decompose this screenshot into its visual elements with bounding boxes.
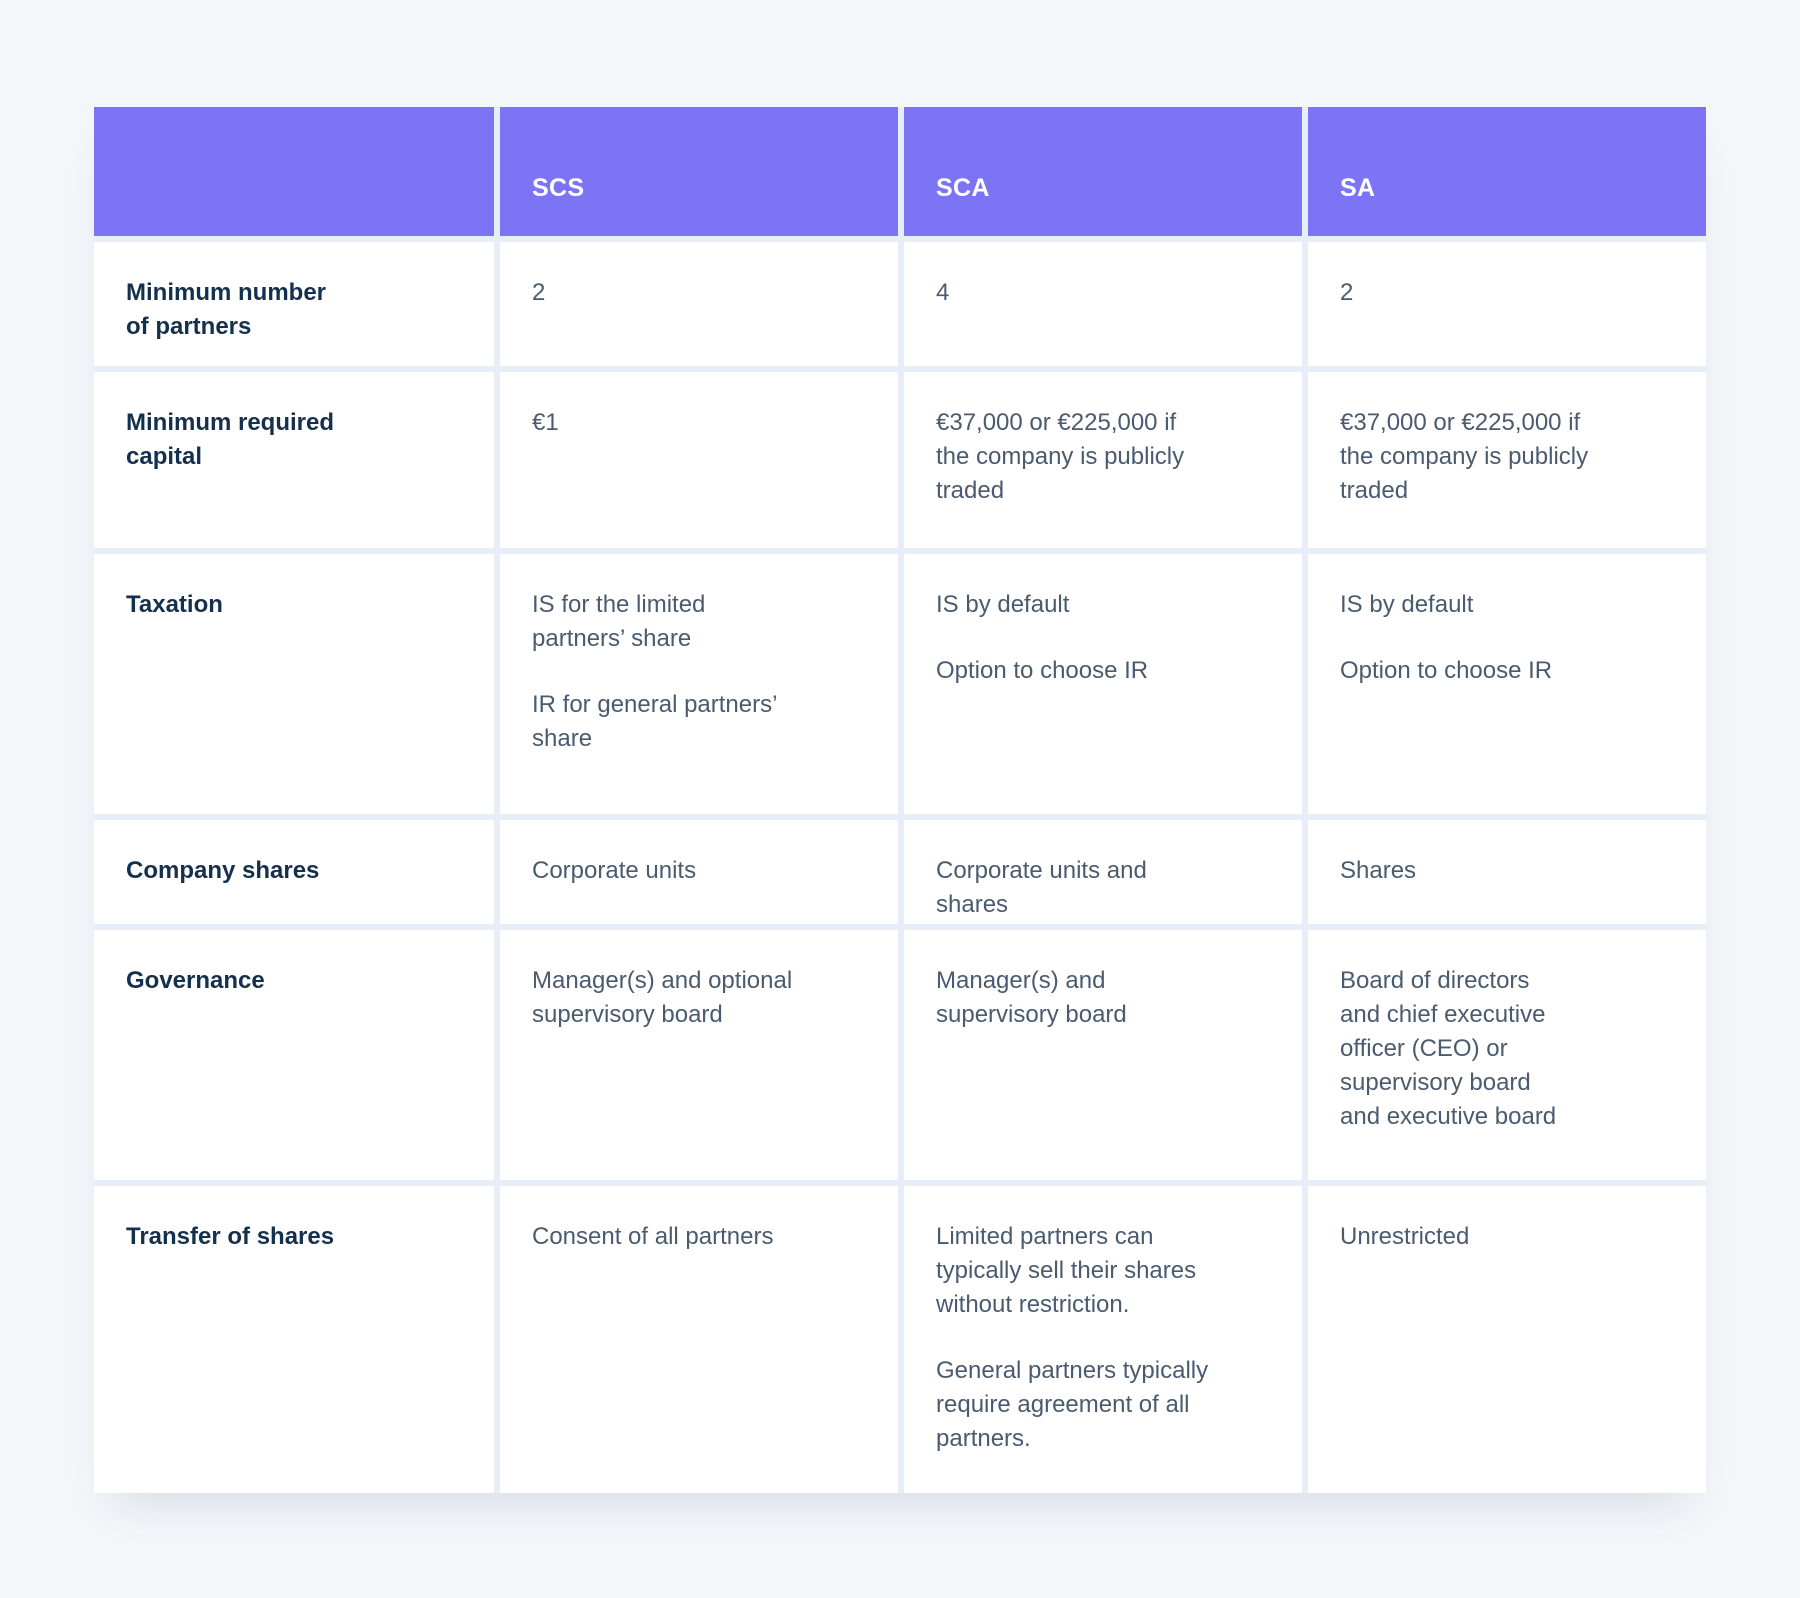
comparison-table: SCS SCA SA Minimum number of partners 2 4… [94, 107, 1706, 1493]
cell-paragraph: €37,000 or €225,000 if the company is pub… [936, 409, 1185, 504]
cell-taxation-scs: IS for the limited partners’ share IR for … [500, 554, 898, 814]
cell-transfer-of-shares-sa: Unrestricted [1308, 1186, 1706, 1493]
cell-company-shares-sca: Corporate units and shares [904, 820, 1302, 924]
column-header-scs: SCS [500, 107, 898, 236]
cell-governance-sca: Manager(s) and supervisory board [904, 930, 1302, 1180]
cell-paragraph: IR for general partners’ share [532, 691, 778, 752]
cell-paragraph: €1 [532, 409, 559, 436]
row-label-transfer-of-shares: Transfer of shares [94, 1186, 494, 1493]
cell-governance-sa: Board of directors and chief executive off… [1308, 930, 1706, 1180]
column-header-sca: SCA [904, 107, 1302, 236]
cell-paragraph: IS for the limited partners’ share [532, 591, 706, 652]
cell-paragraph: €37,000 or €225,000 if the company is pub… [1340, 409, 1589, 504]
cell-paragraph: Option to choose IR [1340, 657, 1553, 684]
cell-paragraph: Manager(s) and optional supervisory board [532, 967, 793, 1028]
cell-paragraph: 4 [936, 279, 950, 306]
cell-paragraph: Corporate units and shares [936, 857, 1147, 918]
cell-transfer-of-shares-sca: Limited partners can typically sell their… [904, 1186, 1302, 1493]
row-label-governance: Governance [94, 930, 494, 1180]
cell-minimum-partners-scs: 2 [500, 242, 898, 366]
row-label-minimum-partners: Minimum number of partners [94, 242, 494, 366]
cell-governance-scs: Manager(s) and optional supervisory board [500, 930, 898, 1180]
cell-paragraph: 2 [532, 279, 546, 306]
row-label-minimum-capital: Minimum required capital [94, 372, 494, 548]
cell-minimum-capital-scs: €1 [500, 372, 898, 548]
cell-minimum-capital-sa: €37,000 or €225,000 if the company is pub… [1308, 372, 1706, 548]
cell-company-shares-sa: Shares [1308, 820, 1706, 924]
cell-paragraph: General partners typically require agreem… [936, 1357, 1209, 1452]
cell-taxation-sa: IS by default Option to choose IR [1308, 554, 1706, 814]
row-label-taxation: Taxation [94, 554, 494, 814]
cell-paragraph: Board of directors and chief executive off… [1340, 967, 1557, 1130]
cell-paragraph: 2 [1340, 279, 1354, 306]
cell-paragraph: Manager(s) and supervisory board [936, 967, 1127, 1028]
cell-paragraph: IS by default [1340, 591, 1474, 618]
column-header-sa: SA [1308, 107, 1706, 236]
cell-transfer-of-shares-scs: Consent of all partners [500, 1186, 898, 1493]
header-corner-cell [94, 107, 494, 236]
cell-paragraph: Consent of all partners [532, 1223, 774, 1250]
cell-taxation-sca: IS by default Option to choose IR [904, 554, 1302, 814]
cell-paragraph: Option to choose IR [936, 657, 1149, 684]
cell-paragraph: Corporate units [532, 857, 697, 884]
cell-company-shares-scs: Corporate units [500, 820, 898, 924]
cell-paragraph: Unrestricted [1340, 1223, 1470, 1250]
cell-minimum-partners-sca: 4 [904, 242, 1302, 366]
cell-paragraph: Limited partners can typically sell their… [936, 1223, 1197, 1318]
cell-minimum-capital-sca: €37,000 or €225,000 if the company is pub… [904, 372, 1302, 548]
cell-paragraph: Shares [1340, 857, 1417, 884]
cell-minimum-partners-sa: 2 [1308, 242, 1706, 366]
cell-paragraph: IS by default [936, 591, 1070, 618]
row-label-company-shares: Company shares [94, 820, 494, 924]
